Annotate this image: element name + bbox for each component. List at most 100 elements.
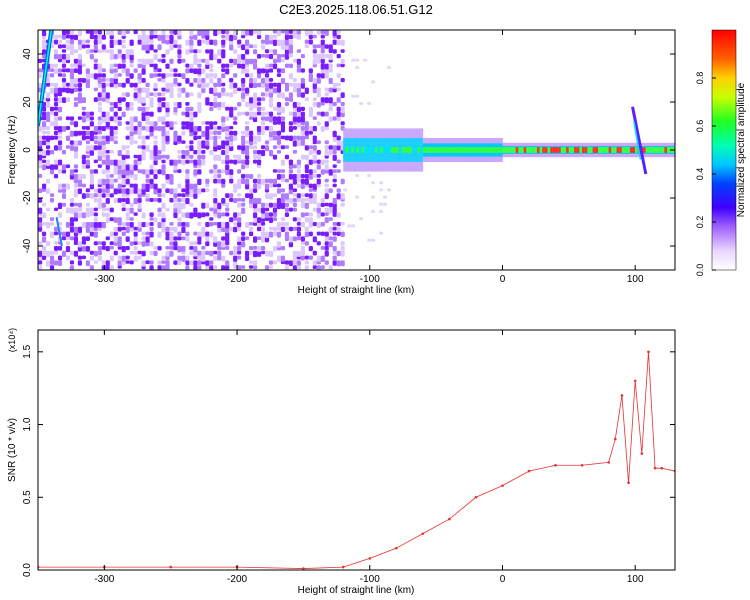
noise-cell — [292, 30, 297, 36]
noise-cell — [280, 222, 286, 227]
noise-cell — [109, 255, 114, 262]
noise-cell — [312, 44, 317, 49]
noise-cell — [292, 260, 297, 265]
noise-cell — [209, 63, 214, 68]
noise-cell — [213, 97, 218, 103]
noise-cell — [241, 174, 246, 179]
signal-core — [473, 147, 477, 153]
noise-cell — [296, 217, 301, 222]
noise-cell — [328, 87, 333, 93]
noise-cell — [221, 102, 226, 108]
noise-cell — [332, 30, 337, 36]
noise-cell — [268, 130, 274, 138]
noise-cell — [197, 49, 202, 54]
noise-cell — [280, 68, 286, 74]
signal-spike — [631, 106, 648, 175]
noise-cell — [189, 241, 194, 246]
noise-cell — [379, 210, 384, 213]
noise-cell — [193, 159, 198, 166]
noise-cell — [241, 54, 246, 60]
noise-cell — [81, 106, 86, 111]
noise-cell — [249, 265, 254, 269]
noise-cell — [355, 94, 360, 98]
noise-cell — [141, 87, 146, 93]
noise-cell — [209, 250, 214, 257]
noise-cell — [149, 34, 154, 40]
noise-cell — [304, 44, 309, 49]
noise-cell — [340, 241, 345, 246]
noise-cell — [256, 106, 262, 112]
noise-cell — [89, 222, 94, 228]
noise-cell — [241, 231, 246, 236]
noise-cell — [133, 250, 138, 255]
noise-cell — [73, 183, 79, 188]
noise-cell — [328, 97, 333, 104]
noise-cell — [61, 49, 67, 53]
noise-cell — [249, 222, 254, 226]
noise-cell — [77, 87, 83, 92]
noise-cell — [93, 207, 98, 212]
noise-cell — [181, 236, 186, 241]
noise-cell — [77, 58, 83, 66]
noise-cell — [260, 236, 266, 243]
noise-cell — [209, 231, 214, 238]
noise-cell — [276, 174, 282, 180]
noise-cell — [292, 102, 297, 108]
signal-core — [534, 147, 538, 153]
signal-core — [345, 147, 349, 153]
y-tick-label: -40 — [22, 238, 33, 253]
noise-cell — [165, 178, 170, 184]
noise-cell — [141, 236, 146, 241]
noise-cell — [153, 150, 158, 157]
noise-cell — [161, 202, 166, 209]
noise-cell — [41, 130, 47, 135]
noise-cell — [272, 193, 278, 197]
noise-cell — [268, 231, 274, 238]
noise-cell — [197, 265, 202, 270]
noise-cell — [276, 92, 282, 98]
noise-cell — [328, 68, 333, 73]
noise-cell — [308, 126, 313, 131]
noise-cell — [189, 92, 194, 97]
noise-cell — [165, 82, 170, 90]
snr-point — [627, 481, 630, 485]
noise-cell — [237, 44, 242, 49]
noise-cell — [101, 178, 106, 186]
noise-cell — [69, 30, 75, 35]
noise-cell — [292, 135, 297, 140]
noise-cell — [53, 241, 59, 245]
noise-cell — [157, 44, 162, 51]
noise-cell — [85, 145, 90, 152]
noise-cell — [157, 78, 162, 82]
noise-cell — [137, 193, 142, 198]
noise-cell — [332, 255, 337, 261]
noise-cell — [371, 80, 376, 84]
snr-point — [501, 484, 504, 487]
noise-cell — [173, 226, 178, 233]
noise-cell — [205, 126, 210, 132]
noise-cell — [268, 63, 274, 68]
noise-cell — [260, 178, 266, 185]
noise-cell — [324, 126, 329, 131]
noise-cell — [292, 193, 297, 197]
noise-cell — [245, 250, 250, 257]
noise-cell — [312, 260, 317, 266]
noise-cell — [69, 78, 75, 84]
noise-cell — [97, 202, 102, 210]
noise-cell — [181, 121, 186, 126]
noise-cell — [292, 250, 297, 257]
noise-cell — [272, 231, 278, 237]
noise-cell — [77, 130, 83, 136]
noise-cell — [53, 34, 59, 39]
noise-cell — [129, 82, 134, 88]
noise-cell — [38, 82, 43, 88]
noise-cell — [169, 250, 174, 257]
noise-cell — [77, 212, 83, 219]
noise-cell — [161, 217, 166, 223]
noise-cell — [157, 150, 162, 155]
signal-core — [507, 147, 511, 153]
noise-cell — [252, 58, 258, 64]
noise-cell — [38, 174, 43, 178]
noise-cell — [177, 73, 182, 78]
